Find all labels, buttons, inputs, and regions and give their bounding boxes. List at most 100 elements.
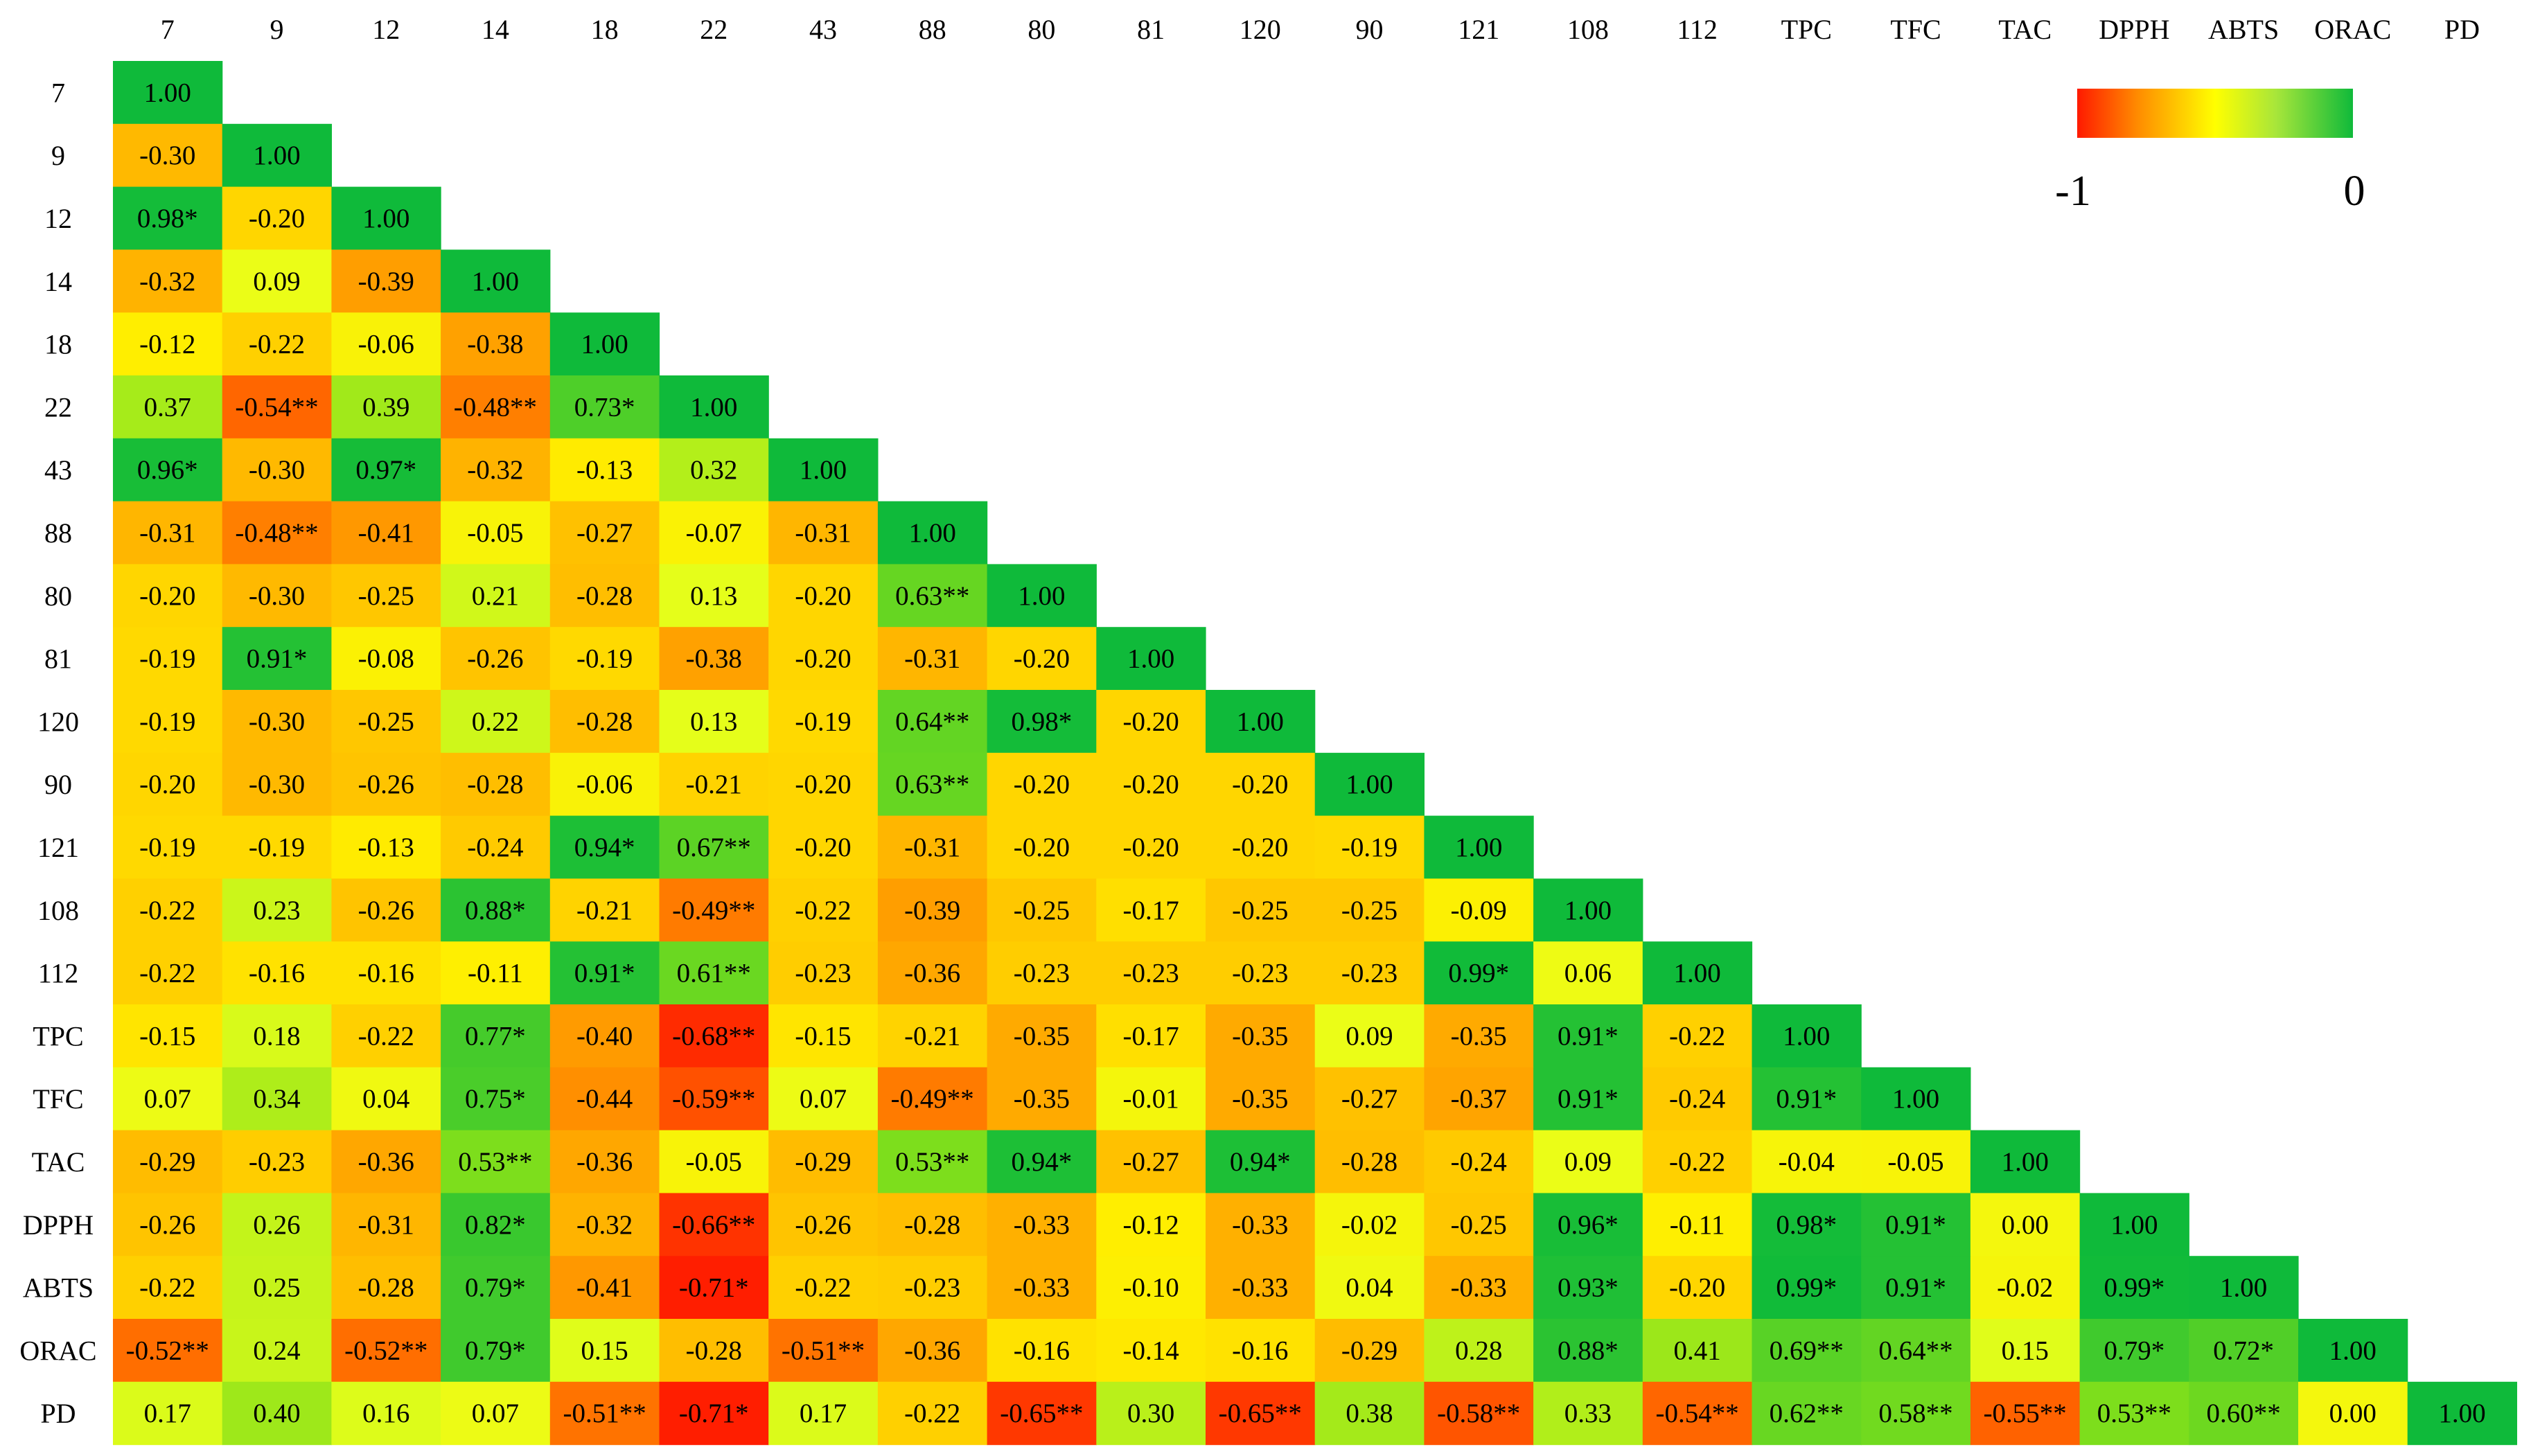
heatmap-cell: 0.09 <box>1314 1004 1425 1068</box>
heatmap-cell: -0.16 <box>987 1319 1097 1383</box>
cell-value: -0.32 <box>576 1210 633 1240</box>
cell-fill <box>877 1067 988 1131</box>
cell-value: -0.49** <box>891 1084 974 1114</box>
cell-fill <box>987 1004 1097 1068</box>
cell-fill <box>768 941 879 1005</box>
cell-fill <box>987 1130 1097 1193</box>
cell-fill <box>987 815 1097 879</box>
column-header-81: 81 <box>1137 14 1165 45</box>
cell-value: -0.36 <box>358 1147 414 1177</box>
heatmap-cell: -0.33 <box>1206 1193 1316 1257</box>
cell-fill <box>1096 1067 1206 1131</box>
cell-value: -0.24 <box>1669 1084 1725 1114</box>
cell-fill <box>113 627 223 691</box>
cell-fill <box>113 375 223 439</box>
cell-fill <box>113 186 223 250</box>
cell-value: -0.15 <box>139 1021 195 1051</box>
heatmap-cell: -0.20 <box>222 186 332 250</box>
cell-fill <box>768 1130 879 1193</box>
cell-value: -0.22 <box>139 896 195 925</box>
heatmap-cell: -0.49** <box>877 1067 988 1131</box>
cell-value: -0.19 <box>576 644 633 674</box>
cell-value: -0.31 <box>139 518 195 548</box>
cell-value: 0.99* <box>2104 1273 2165 1303</box>
cell-value: 0.07 <box>800 1084 847 1114</box>
heatmap-cell: -0.32 <box>549 1193 660 1257</box>
heatmap-cell: -0.71* <box>659 1381 769 1446</box>
cell-value: -0.41 <box>358 518 414 548</box>
heatmap-cell: -0.25 <box>331 564 441 628</box>
heatmap-cell: -0.20 <box>1096 752 1206 817</box>
heatmap-cell: -0.54** <box>222 375 332 439</box>
cell-fill <box>222 1319 332 1383</box>
cell-fill <box>113 438 223 502</box>
cell-fill <box>768 815 879 879</box>
cell-value: 0.22 <box>472 707 519 736</box>
cell-fill <box>549 375 660 439</box>
heatmap-cell: -0.32 <box>113 249 223 313</box>
cell-fill <box>331 312 441 376</box>
row-header-121: 121 <box>37 832 79 863</box>
cell-value: -0.65** <box>1000 1399 1083 1428</box>
cell-value: 0.82* <box>465 1210 526 1240</box>
cell-value: -0.02 <box>1341 1210 1397 1240</box>
cell-fill <box>768 1319 879 1383</box>
cell-value: 0.09 <box>1346 1021 1393 1051</box>
cell-fill <box>549 501 660 565</box>
heatmap-cell: 1.00 <box>113 61 223 125</box>
heatmap-cell: -0.07 <box>659 501 769 565</box>
heatmap-cell: 0.72* <box>2189 1319 2299 1383</box>
cell-value: -0.20 <box>1232 770 1288 799</box>
cell-value: -0.23 <box>1232 959 1288 988</box>
cell-fill <box>1861 1193 1971 1257</box>
cell-fill <box>1533 1130 1643 1193</box>
cell-fill <box>1424 815 1534 879</box>
cell-fill <box>1533 1067 1643 1131</box>
row-header-7: 7 <box>51 77 65 108</box>
cell-fill <box>331 1381 441 1446</box>
heatmap-cell: -0.20 <box>768 627 879 691</box>
cell-fill <box>222 1381 332 1446</box>
cell-fill <box>987 1193 1097 1257</box>
heatmap-cell: -0.65** <box>1206 1381 1316 1446</box>
heatmap-cell: -0.16 <box>1206 1319 1316 1383</box>
cell-fill <box>877 1004 988 1068</box>
cell-fill <box>659 1130 769 1193</box>
cell-fill <box>768 627 879 691</box>
cell-value: -0.06 <box>576 770 633 799</box>
cell-value: -0.12 <box>139 330 195 359</box>
heatmap-cell: -0.31 <box>877 627 988 691</box>
heatmap-cell: -0.17 <box>1096 1004 1206 1068</box>
cell-value: -0.25 <box>1451 1210 1507 1240</box>
cell-fill <box>2189 1256 2299 1320</box>
cell-value: -0.20 <box>139 581 195 611</box>
cell-fill <box>331 186 441 250</box>
cell-fill <box>877 1319 988 1383</box>
heatmap-cell: -0.05 <box>441 501 551 565</box>
cell-fill <box>222 1004 332 1068</box>
heatmap-cell: 0.04 <box>331 1067 441 1131</box>
cell-fill <box>113 941 223 1005</box>
cell-fill <box>877 501 988 565</box>
cell-fill <box>768 438 879 502</box>
cell-fill <box>768 752 879 817</box>
cell-fill <box>1642 1319 1753 1383</box>
cell-value: 0.77* <box>465 1021 526 1051</box>
heatmap-cell: -0.20 <box>1642 1256 1753 1320</box>
heatmap-cell: 0.39 <box>331 375 441 439</box>
cell-value: -0.52** <box>126 1335 209 1365</box>
cell-fill <box>1533 1381 1643 1446</box>
cell-value: 0.53** <box>458 1147 532 1177</box>
cell-value: 0.53** <box>895 1147 969 1177</box>
cell-fill <box>113 1193 223 1257</box>
heatmap-cell: 0.53** <box>877 1130 988 1193</box>
cell-fill <box>1314 1381 1425 1446</box>
cell-value: 1.00 <box>2329 1335 2376 1365</box>
heatmap-cell: -0.20 <box>1206 752 1316 817</box>
heatmap-cell: 1.00 <box>2189 1256 2299 1320</box>
heatmap-cell: -0.19 <box>549 627 660 691</box>
cell-fill <box>113 1067 223 1131</box>
heatmap-cell: 0.99* <box>1752 1256 1862 1320</box>
cell-fill <box>549 1256 660 1320</box>
heatmap-cell: -0.28 <box>1314 1130 1425 1193</box>
